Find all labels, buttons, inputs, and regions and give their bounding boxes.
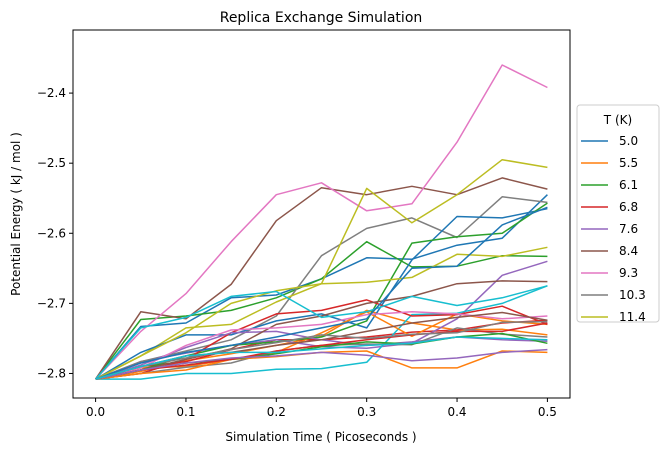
x-tick-label: 0.5 [538,405,557,419]
legend-label: 11.4 [619,310,646,324]
series-line-6 [94,177,548,380]
series-line-21 [95,206,548,380]
x-tick-label: 0.1 [176,405,195,419]
series-line-10 [95,285,548,380]
series-line-8 [95,196,548,380]
series-line-27 [95,320,548,380]
series-line-16 [95,280,548,380]
legend-label: 8.4 [619,244,638,258]
x-tick-label: 0.3 [357,405,376,419]
plot-lines [94,64,548,380]
legend-label: 9.3 [619,266,638,280]
legend-label: 10.3 [619,288,646,302]
legend-label: 6.8 [619,200,638,214]
y-tick-label: −2.5 [37,156,66,170]
series-line-20 [95,285,548,380]
x-tick-label: 0.2 [267,405,286,419]
legend-items: 5.0 5.5 6.1 6.8 7.6 8.4 9.3 10.3 11.4 [581,134,646,324]
y-axis-ticks: −2.8 −2.7 −2.6 −2.5 −2.4 [37,86,73,380]
x-axis-label: Simulation Time ( Picoseconds ) [225,430,416,444]
legend-box [576,104,660,323]
y-tick-label: −2.4 [37,86,66,100]
y-tick-label: −2.6 [37,226,66,240]
x-tick-label: 0.4 [447,405,466,419]
plot-frame [72,29,571,399]
y-tick-label: −2.8 [37,366,66,380]
legend-label: 6.1 [619,178,638,192]
legend-label: 5.5 [619,156,638,170]
chart-title: Replica Exchange Simulation [220,10,423,26]
legend-label: 5.0 [619,134,638,148]
series-line-14 [95,299,548,380]
series-line-25 [95,348,548,380]
legend: T (K) 5.0 5.5 6.1 6.8 7.6 8.4 9.3 10.3 11.4 [576,104,660,324]
x-tick-label: 0.0 [86,405,105,419]
series-line-19 [95,246,548,380]
y-axis-label: Potential Energy ( kJ / mol ) [9,132,23,296]
legend-title: T (K) [603,113,632,127]
series-line-7 [95,64,548,380]
y-tick-label: −2.7 [37,296,66,310]
series-line-28 [95,336,548,380]
series-line-24 [95,322,548,380]
x-axis-ticks: 0.0 0.1 0.2 0.3 0.4 0.5 [86,398,557,419]
legend-label: 7.6 [619,222,638,236]
